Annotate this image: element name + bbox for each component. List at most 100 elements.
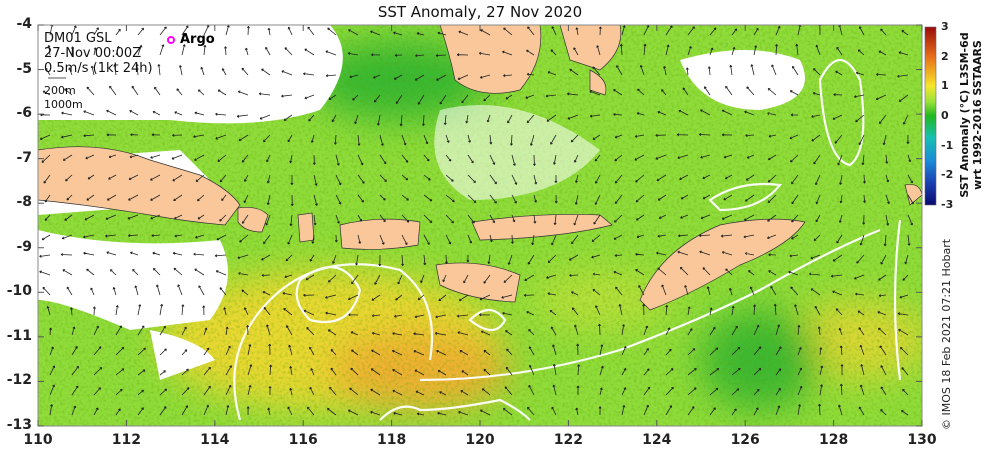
current-arrow [568, 254, 579, 261]
current-arrow [401, 254, 405, 267]
current-arrow [237, 254, 249, 260]
current-arrow [137, 325, 145, 336]
current-arrow [554, 194, 558, 204]
current-arrow [621, 367, 627, 376]
current-arrow [281, 94, 293, 98]
current-arrow [284, 274, 293, 279]
current-arrow [246, 325, 250, 336]
current-arrow [643, 404, 649, 416]
current-arrow [745, 194, 755, 202]
current-arrow [129, 251, 139, 256]
current-arrow [489, 214, 495, 224]
x-tick-label: 116 [288, 432, 318, 448]
current-arrow [417, 94, 425, 105]
current-arrow [154, 86, 161, 96]
current-arrow [335, 194, 342, 205]
y-tick-label: -7 [16, 149, 32, 166]
current-arrow [553, 154, 557, 165]
current-arrow [416, 32, 425, 36]
current-arrow [395, 94, 403, 105]
current-arrow [71, 346, 78, 356]
current-arrow [310, 368, 315, 376]
current-arrow [595, 305, 601, 316]
current-arrow [731, 305, 735, 316]
current-arrow [589, 114, 601, 118]
current-arrow [635, 252, 645, 256]
current-arrow [245, 47, 249, 56]
current-arrow [634, 154, 645, 161]
current-arrow [197, 194, 205, 202]
current-arrow [467, 154, 474, 164]
current-arrow [413, 350, 425, 356]
current-arrow [901, 30, 909, 36]
current-arrow [267, 407, 271, 416]
current-arrow [503, 74, 513, 78]
current-arrow [115, 388, 123, 396]
current-arrow [290, 194, 294, 207]
current-arrow [878, 327, 887, 336]
current-arrow [797, 367, 803, 376]
current-arrow [159, 303, 164, 316]
current-arrow [721, 109, 733, 116]
colorbar-tick-label: 3 [941, 20, 949, 33]
current-arrow [731, 388, 740, 396]
current-arrow [546, 114, 557, 122]
current-arrow [728, 287, 733, 296]
current-arrow [258, 92, 271, 96]
current-arrow [533, 174, 538, 185]
current-arrow [573, 47, 579, 56]
current-arrow [391, 349, 403, 356]
current-arrow [195, 174, 205, 182]
current-arrow [174, 111, 183, 116]
current-arrow [502, 407, 513, 416]
current-arrow [698, 133, 711, 136]
current-arrow [370, 30, 381, 36]
current-arrow [598, 406, 602, 416]
current-arrow [198, 285, 205, 296]
current-arrow [93, 387, 101, 396]
current-arrow [721, 133, 733, 137]
current-arrow [332, 254, 337, 264]
current-arrow [84, 214, 95, 221]
current-arrow [573, 154, 579, 163]
current-arrow [262, 291, 271, 296]
current-arrow [351, 349, 359, 356]
current-arrow [203, 327, 208, 336]
current-arrow [159, 406, 167, 416]
current-arrow [415, 390, 425, 396]
current-arrow [639, 64, 645, 76]
current-arrow [569, 273, 579, 277]
colorbar-tick-label: 1 [941, 79, 949, 93]
current-arrow [329, 386, 337, 396]
current-arrow [657, 110, 667, 116]
current-arrow [152, 267, 161, 276]
current-arrow [108, 154, 117, 159]
current-arrow [665, 348, 672, 356]
current-arrow [746, 86, 755, 96]
current-arrow [112, 287, 117, 296]
current-arrow [137, 407, 144, 416]
current-arrow [247, 344, 252, 356]
current-arrow [745, 134, 755, 137]
current-arrow [643, 386, 651, 396]
current-arrow [661, 284, 667, 296]
current-arrow [132, 268, 139, 276]
current-arrow [621, 25, 626, 36]
current-arrow [643, 368, 650, 376]
current-arrow [137, 44, 143, 56]
current-arrow [731, 408, 737, 416]
colorbar [924, 26, 937, 206]
current-arrow [65, 174, 73, 182]
current-arrow [592, 272, 601, 276]
current-arrow [527, 26, 535, 36]
y-tick-label: -8 [16, 194, 32, 211]
current-arrow [87, 174, 95, 180]
x-tick-label: 114 [200, 432, 230, 448]
current-arrow [789, 254, 799, 258]
current-arrow [105, 234, 117, 238]
current-arrow [880, 386, 887, 396]
current-arrow [839, 174, 843, 185]
current-arrow [878, 50, 887, 56]
current-arrow [172, 251, 183, 256]
current-arrow [731, 46, 736, 56]
